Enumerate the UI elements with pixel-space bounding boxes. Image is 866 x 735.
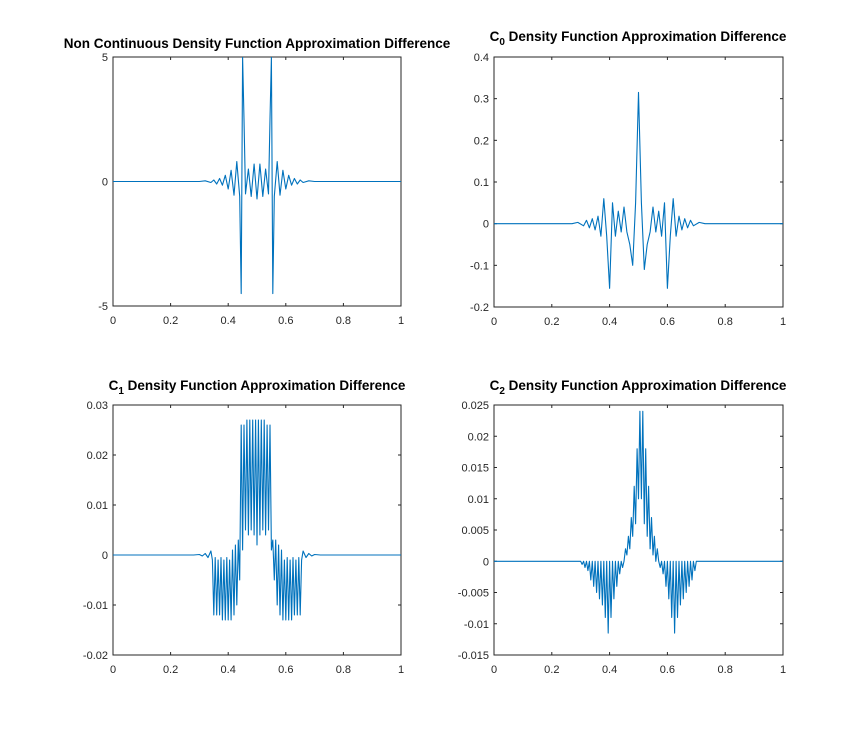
y-tick-label: 0.015 bbox=[461, 463, 489, 475]
series-line bbox=[494, 410, 783, 634]
series-line bbox=[113, 419, 401, 621]
x-tick-label: 0.4 bbox=[221, 315, 236, 327]
x-tick-label: 0 bbox=[491, 316, 497, 328]
y-tick-label: 0 bbox=[102, 550, 108, 562]
y-tick-label: 0.03 bbox=[87, 400, 108, 412]
x-tick-label: 0 bbox=[110, 664, 116, 676]
y-tick-label: -0.2 bbox=[470, 302, 489, 314]
x-tick-label: 0.8 bbox=[718, 664, 733, 676]
y-tick-label: 0.005 bbox=[461, 525, 489, 537]
x-tick-label: 0.4 bbox=[602, 664, 617, 676]
subplot-title: C1 Density Function Approximation Differ… bbox=[109, 378, 406, 397]
x-tick-label: 0.6 bbox=[660, 664, 675, 676]
y-tick-label: 0 bbox=[483, 556, 489, 568]
series-line bbox=[113, 57, 401, 295]
y-tick-label: 0.01 bbox=[468, 494, 489, 506]
y-tick-label: -0.1 bbox=[470, 260, 489, 272]
x-tick-label: 0.6 bbox=[278, 664, 293, 676]
x-tick-label: 1 bbox=[398, 315, 404, 327]
series-line bbox=[494, 91, 783, 289]
y-tick-label: 0.01 bbox=[87, 500, 108, 512]
x-tick-label: 0.2 bbox=[544, 664, 559, 676]
x-tick-label: 0.8 bbox=[336, 664, 351, 676]
y-tick-label: 0 bbox=[483, 219, 489, 231]
subplot-title: C0 Density Function Approximation Differ… bbox=[490, 29, 787, 48]
subplot-title: C2 Density Function Approximation Differ… bbox=[490, 378, 787, 397]
x-tick-label: 0.6 bbox=[278, 315, 293, 327]
subplot-c0: C0 Density Function Approximation Differ… bbox=[470, 29, 787, 328]
y-tick-label: -0.01 bbox=[83, 600, 108, 612]
y-tick-label: -0.005 bbox=[458, 588, 489, 600]
y-tick-label: 0.4 bbox=[474, 52, 489, 64]
subplot-non-continuous: Non Continuous Density Function Approxim… bbox=[64, 36, 451, 327]
x-tick-label: 0.2 bbox=[544, 316, 559, 328]
x-tick-label: 1 bbox=[780, 316, 786, 328]
subplot-c2: C2 Density Function Approximation Differ… bbox=[458, 378, 787, 676]
y-tick-label: 0.1 bbox=[474, 177, 489, 189]
x-tick-label: 1 bbox=[398, 664, 404, 676]
subplot-c1: C1 Density Function Approximation Differ… bbox=[83, 378, 406, 676]
x-tick-label: 0 bbox=[110, 315, 116, 327]
y-tick-label: -0.02 bbox=[83, 650, 108, 662]
x-tick-label: 0 bbox=[491, 664, 497, 676]
x-tick-label: 0.2 bbox=[163, 664, 178, 676]
y-tick-label: 0.02 bbox=[468, 431, 489, 443]
y-tick-label: -0.01 bbox=[464, 619, 489, 631]
y-tick-label: -5 bbox=[98, 301, 108, 313]
y-tick-label: 5 bbox=[102, 52, 108, 64]
subplot-title: Non Continuous Density Function Approxim… bbox=[64, 36, 451, 51]
y-tick-label: -0.015 bbox=[458, 650, 489, 662]
y-tick-label: 0.02 bbox=[87, 450, 108, 462]
y-tick-label: 0.2 bbox=[474, 135, 489, 147]
x-tick-label: 0.2 bbox=[163, 315, 178, 327]
y-tick-label: 0 bbox=[102, 177, 108, 189]
x-tick-label: 0.8 bbox=[336, 315, 351, 327]
y-tick-label: 0.025 bbox=[461, 400, 489, 412]
x-tick-label: 0.4 bbox=[221, 664, 236, 676]
y-tick-label: 0.3 bbox=[474, 94, 489, 106]
x-tick-label: 1 bbox=[780, 664, 786, 676]
axes-box bbox=[493, 404, 784, 656]
x-tick-label: 0.8 bbox=[718, 316, 733, 328]
x-tick-label: 0.6 bbox=[660, 316, 675, 328]
x-tick-label: 0.4 bbox=[602, 316, 617, 328]
